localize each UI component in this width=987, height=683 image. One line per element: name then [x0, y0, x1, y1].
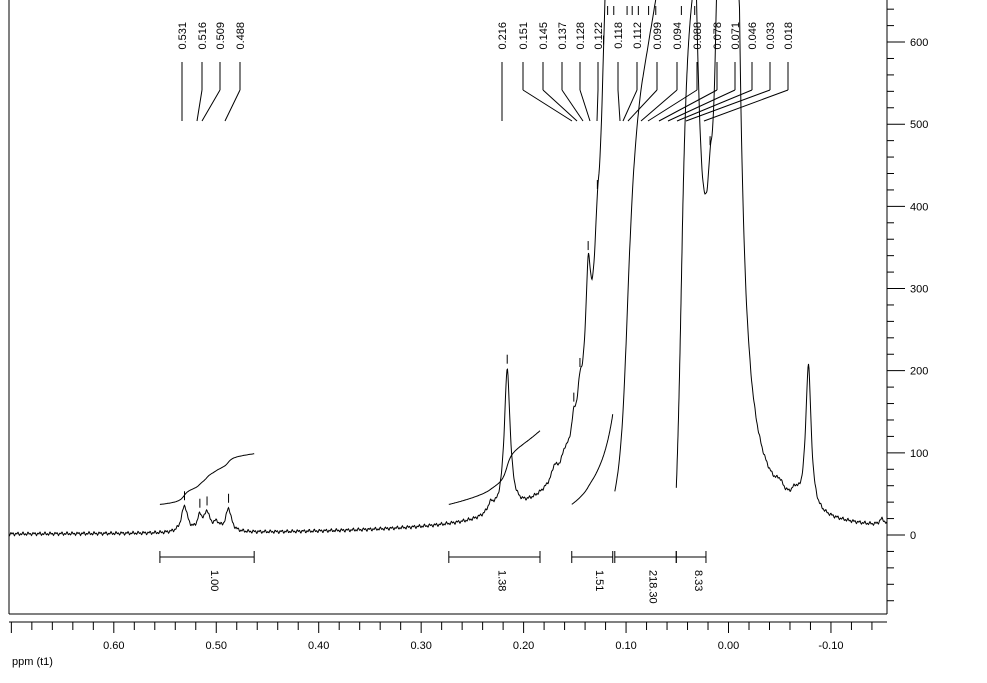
x-axis-ticks	[10, 622, 873, 633]
peak-label: 0.094	[672, 22, 684, 50]
peak-label: 0.118	[613, 22, 625, 49]
peak-leader	[542, 89, 578, 122]
x-axis-title: ppm (t1)	[12, 656, 53, 668]
peak-leader	[667, 89, 736, 122]
y-tick-label: 200	[910, 366, 928, 378]
peak-label: 0.216	[497, 22, 509, 50]
peak-label: 0.122	[593, 22, 605, 50]
y-tick-label: 0	[910, 530, 916, 542]
peak-markers	[183, 6, 711, 508]
peak-label: 0.033	[765, 22, 777, 50]
peak-leader	[561, 89, 584, 122]
x-tick-label: 0.20	[513, 640, 534, 652]
peak-leader	[658, 89, 718, 122]
integral-brackets: 1.00 1.38 1.51 218.30 8.33	[159, 551, 707, 604]
y-tick-label: 500	[910, 119, 928, 131]
peak-leader	[627, 89, 658, 122]
peak-leader	[201, 89, 221, 122]
x-tick-label: 0.00	[718, 640, 739, 652]
x-tick-label: -0.10	[818, 640, 843, 652]
y-tick-label: 400	[910, 201, 928, 213]
integral-curve	[571, 414, 614, 505]
integral-curves	[159, 0, 693, 505]
peak-leader	[596, 89, 599, 122]
integral-curve	[614, 0, 657, 492]
peak-leader	[579, 89, 591, 122]
integral-curve	[159, 453, 255, 505]
y-axis-tick-labels: 600 500 400 300 200 100 0	[910, 37, 928, 542]
x-tick-label: 0.10	[615, 640, 636, 652]
y-tick-label: 300	[910, 284, 928, 296]
peak-label: 0.516	[197, 22, 209, 50]
spectrum-line	[8, 0, 888, 537]
peak-leader	[676, 89, 753, 122]
x-tick-label: 0.40	[308, 640, 329, 652]
peak-label: 0.145	[538, 22, 550, 50]
peak-label: 0.088	[692, 22, 704, 50]
x-tick-label: 0.30	[410, 640, 431, 652]
integral-curve	[675, 0, 693, 488]
integral-value: 218.30	[647, 570, 659, 604]
peak-label: 0.488	[235, 22, 247, 50]
peak-label: 0.099	[652, 22, 664, 50]
peak-label: 0.128	[575, 22, 587, 50]
peak-label: 0.151	[518, 22, 530, 50]
peak-labels: 0.531 0.516 0.509 0.488 0.216 0.151 0.145 0.137…	[177, 22, 795, 122]
peak-label: 0.112	[632, 22, 644, 49]
x-tick-label: 0.50	[206, 640, 227, 652]
peak-label: 0.137	[557, 22, 569, 50]
integral-value: 1.38	[495, 570, 507, 591]
integral-curve	[448, 430, 541, 505]
y-axis-ticks	[887, 8, 905, 602]
peak-label: 0.509	[215, 22, 227, 50]
peak-label: 0.531	[177, 22, 189, 50]
peak-label: 0.046	[747, 22, 759, 50]
integral-value: 8.33	[692, 570, 704, 591]
peak-leader	[622, 89, 638, 122]
y-tick-label: 100	[910, 448, 928, 460]
x-tick-label: 0.60	[103, 640, 124, 652]
peak-label: 0.018	[783, 22, 795, 50]
integral-value: 1.51	[593, 570, 605, 591]
peak-leader	[647, 89, 698, 122]
peak-leader	[703, 89, 789, 122]
integral-value: 1.00	[208, 570, 220, 591]
peak-leader	[617, 89, 621, 122]
peak-leader	[224, 89, 241, 122]
peak-leader	[640, 89, 678, 122]
peak-leader	[522, 89, 573, 122]
peak-label: 0.071	[730, 22, 742, 50]
peak-label: 0.078	[712, 22, 724, 50]
x-axis-tick-labels: 0.60 0.50 0.40 0.30 0.20 0.10 0.00 -0.10	[103, 640, 843, 652]
peak-leader	[196, 89, 203, 122]
y-tick-label: 600	[910, 37, 928, 49]
